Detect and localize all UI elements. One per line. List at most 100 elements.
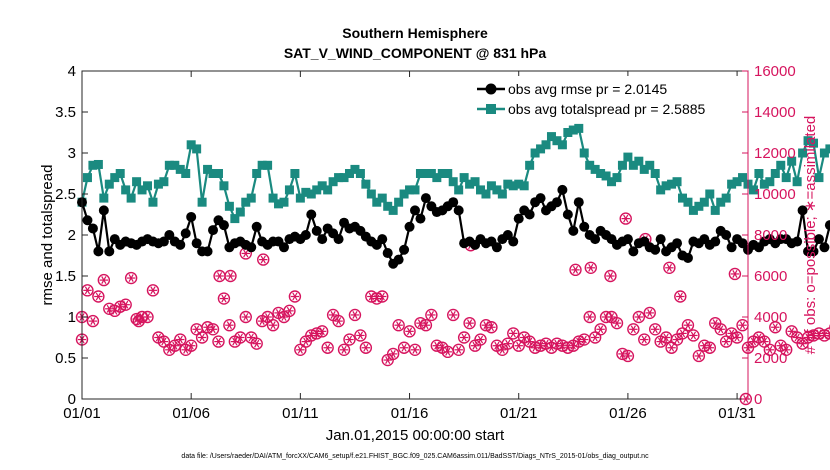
obs-assimilated-marker	[123, 300, 129, 309]
obs-possible-marker	[239, 310, 252, 324]
x-tick-label: 01/16	[391, 405, 429, 422]
spread-point	[448, 177, 458, 187]
spread-point	[759, 179, 769, 189]
spread-point	[388, 205, 398, 215]
rmse-point	[737, 238, 748, 249]
obs-assimilated-marker	[592, 333, 598, 342]
spread-point	[519, 181, 529, 191]
spread-point	[634, 156, 644, 166]
rmse-point	[590, 234, 601, 245]
spread-point	[716, 197, 726, 207]
obs-assimilated-marker	[734, 333, 740, 342]
spread-point	[628, 160, 638, 170]
spread-point	[770, 169, 780, 178]
obs-assimilated-marker	[297, 345, 303, 354]
obs-assimilated-marker	[587, 313, 593, 321]
rmse-point	[164, 230, 175, 240]
legend: obs avg rmse pr = 2.0145 obs avg totalsp…	[470, 76, 742, 122]
obs-possible-marker	[305, 329, 318, 342]
obs-assimilated-marker	[101, 276, 107, 285]
obs-possible-marker	[337, 343, 351, 356]
spread-point	[312, 185, 322, 195]
obs-assimilated-marker	[319, 327, 325, 336]
obs-assimilated-marker	[516, 341, 522, 350]
spread-point	[426, 169, 436, 178]
obs-possible-marker	[561, 341, 575, 354]
rmse-point	[93, 246, 104, 257]
spread-point	[224, 201, 234, 211]
obs-possible-marker	[354, 329, 367, 342]
rmse-point	[491, 242, 502, 253]
left-y-tick-label: 3	[68, 145, 76, 162]
obs-assimilated-marker	[216, 272, 223, 280]
spread-point	[115, 169, 125, 178]
spread-point	[153, 179, 163, 189]
obs-assimilated-marker	[572, 265, 579, 274]
spread-point	[459, 173, 469, 183]
spread-point	[159, 177, 169, 187]
obs-assimilated-marker	[335, 317, 342, 326]
obs-assimilated-marker	[543, 339, 549, 348]
spread-point	[694, 201, 704, 211]
spread-point	[688, 205, 698, 215]
obs-assimilated-marker	[292, 292, 298, 301]
spread-point	[143, 181, 153, 191]
axes: 0 0.5 1 1.5 2 2.5 3 3.5 4 0 2000 4000 6000 8000 10000 1…	[55, 63, 796, 422]
obs-possible-marker	[780, 343, 793, 356]
spread-point	[645, 160, 655, 170]
spread-point	[284, 185, 294, 195]
rmse-point	[819, 242, 830, 253]
obs-assimilated-marker	[521, 333, 527, 342]
x-axis-label: Jan.01,2015 00:00:00 start	[326, 427, 505, 444]
spread-point	[803, 136, 813, 146]
spread-point	[497, 189, 507, 199]
rmse-point	[399, 244, 410, 255]
left-y-tick-label: 2	[68, 227, 76, 244]
obs-possible-marker	[332, 314, 345, 328]
obs-possible-marker	[572, 335, 585, 348]
spread-point	[650, 169, 660, 178]
obs-possible-marker	[430, 339, 444, 352]
obs-possible-marker	[643, 306, 656, 320]
obs-assimilated-marker	[445, 347, 451, 356]
spread-point	[710, 205, 720, 215]
spread-point	[121, 185, 131, 195]
obs-assimilated-marker	[548, 343, 555, 352]
left-y-tick-label: 1.5	[55, 268, 76, 285]
obs-possible-marker	[250, 337, 263, 350]
spread-point	[301, 187, 311, 197]
obs-possible-marker	[92, 290, 105, 303]
obs-assimilated-marker	[461, 333, 467, 342]
rmse-point	[317, 234, 328, 245]
spread-point	[590, 164, 600, 174]
obs-assimilated-marker	[84, 286, 91, 295]
obs-possible-marker	[763, 343, 777, 356]
left-y-tick-label: 1	[68, 309, 76, 326]
spread-point	[241, 197, 251, 207]
spread-point	[481, 189, 491, 199]
obs-possible-marker	[425, 308, 438, 322]
spread-point	[508, 181, 518, 191]
spread-point	[197, 197, 207, 207]
spread-point	[432, 173, 442, 183]
spread-point	[814, 173, 824, 183]
obs-assimilated-marker	[341, 345, 347, 354]
rmse-point	[562, 209, 573, 220]
obs-possible-marker	[392, 319, 405, 332]
left-y-tick-label: 0.5	[55, 350, 76, 367]
legend-rmse-marker	[485, 83, 497, 95]
spread-point	[394, 197, 404, 207]
rmse-point	[579, 221, 590, 232]
obs-possible-marker	[414, 316, 427, 330]
spread-point	[454, 185, 464, 195]
x-tick-label: 01/21	[500, 405, 538, 422]
rmse-point	[813, 234, 824, 245]
obs-assimilated-marker	[128, 274, 134, 282]
obs-assimilated-marker	[679, 329, 686, 338]
chart-title: Southern Hemisphere	[342, 25, 488, 41]
obs-assimilated-marker	[243, 313, 249, 321]
obs-possible-marker	[321, 341, 334, 354]
obs-possible-marker	[714, 323, 727, 336]
spread-point	[732, 177, 742, 187]
obs-assimilated-marker	[666, 263, 673, 272]
